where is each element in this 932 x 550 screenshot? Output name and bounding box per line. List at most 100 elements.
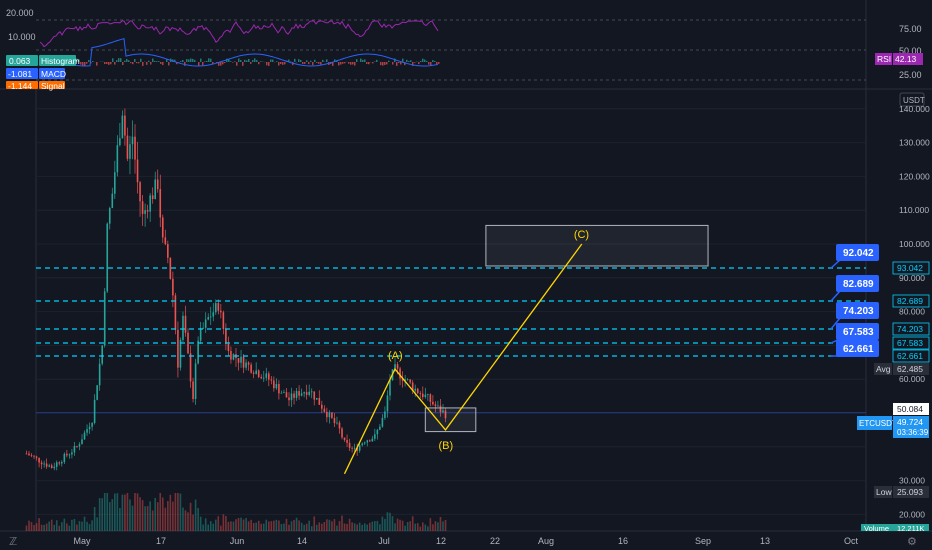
macd-histogram-bar xyxy=(408,61,410,62)
time-tick: 22 xyxy=(490,536,500,546)
level-axis-value: 74.203 xyxy=(897,324,923,334)
time-axis: May 17 Jun 14 Jul 12 22 Aug 16 Sep 13 Oct xyxy=(73,536,858,546)
volume-bar xyxy=(439,516,442,531)
volume-bar xyxy=(396,518,399,531)
volume-bar xyxy=(73,518,76,531)
candle-body xyxy=(356,447,358,451)
macd-histogram-bar xyxy=(364,59,366,62)
wave-projection[interactable]: (A) (B) (C) xyxy=(343,224,709,475)
symbol-value-badge xyxy=(893,416,929,438)
low-label-badge xyxy=(874,486,892,498)
macd-label: MACD xyxy=(41,69,66,79)
currency-button[interactable] xyxy=(899,92,925,107)
macd-histogram-bar xyxy=(280,62,282,65)
candle-body xyxy=(442,410,444,413)
macd-histogram-bar xyxy=(198,62,200,66)
volume-bar xyxy=(303,524,305,531)
price-tick: 100.000 xyxy=(899,239,930,249)
volume-bar xyxy=(61,522,63,531)
macd-histogram-bar xyxy=(116,60,118,62)
symbol-value: 49.724 xyxy=(897,417,923,427)
candle-body xyxy=(262,377,265,379)
macd-histogram-bar xyxy=(294,58,296,62)
macd-histogram-bar xyxy=(122,62,124,66)
volume-bar xyxy=(381,516,384,531)
target-box xyxy=(485,224,709,267)
level-callout-value: 82.689 xyxy=(843,279,874,290)
indicator-left-tick: 10.000 xyxy=(8,32,36,42)
macd-histogram-bar xyxy=(404,62,406,66)
macd-histogram-bar xyxy=(402,58,404,62)
volume-bar xyxy=(45,523,48,531)
candle-body xyxy=(184,315,187,333)
indicator-right-tick: 25.00 xyxy=(899,70,922,80)
macd-histogram-bar xyxy=(298,59,300,62)
volume-bar xyxy=(338,521,341,531)
macd-histogram-bar xyxy=(202,62,204,66)
volume-bar xyxy=(326,519,328,531)
volume-value: 12.211K xyxy=(897,524,924,533)
macd-histogram-bar xyxy=(352,62,354,65)
volume-bar xyxy=(40,524,43,531)
volume-bar xyxy=(146,506,149,531)
volume-bar xyxy=(437,522,439,531)
volume-bar xyxy=(273,520,275,531)
volume-bar xyxy=(356,524,358,531)
candle-body xyxy=(257,370,260,377)
candle-body xyxy=(217,303,220,311)
time-tick: 12 xyxy=(436,536,446,546)
macd-histogram-bar xyxy=(104,62,106,65)
volume-bar xyxy=(98,498,101,531)
macd-histogram-bar xyxy=(284,62,286,65)
candles xyxy=(25,108,447,471)
candle-body xyxy=(240,356,242,363)
level-callout-pointer xyxy=(830,317,841,330)
candle-body xyxy=(416,388,419,394)
macd-histogram-bar xyxy=(208,58,210,62)
macd-histogram-bar xyxy=(206,60,208,62)
macd-histogram-bar xyxy=(118,58,120,62)
candle-body xyxy=(406,379,409,381)
candle-body xyxy=(141,201,144,214)
settings-gear-icon[interactable]: ⚙ xyxy=(907,536,917,548)
candle-body xyxy=(318,397,321,405)
price-tick: 130.000 xyxy=(899,138,930,148)
volume-bar xyxy=(245,517,247,531)
candle-body xyxy=(134,136,136,160)
macd-histogram-bar xyxy=(190,58,192,62)
volume-bar xyxy=(48,521,50,531)
level-axis-value: 67.583 xyxy=(897,338,923,348)
macd-histogram-bar xyxy=(218,62,220,66)
time-tick: Jun xyxy=(230,536,245,546)
volume-bar xyxy=(353,523,356,531)
macd-histogram-bar xyxy=(410,60,412,62)
macd-histogram-bar xyxy=(148,60,150,62)
volume-bar xyxy=(197,507,199,531)
volume-bar xyxy=(164,507,167,531)
level-callout xyxy=(836,275,879,292)
macd-histogram-bar xyxy=(434,60,436,62)
candle-body xyxy=(106,223,109,292)
macd-histogram-bar xyxy=(88,59,90,62)
macd-histogram-bar xyxy=(78,59,80,62)
candle-body xyxy=(432,401,434,405)
signal-label: Signal xyxy=(41,81,65,91)
candle-body xyxy=(53,466,56,469)
macd-histogram-bar xyxy=(356,59,358,62)
candle-body xyxy=(232,354,235,360)
candle-body xyxy=(280,392,283,394)
macd-histogram-bar xyxy=(234,61,236,62)
grid-lines xyxy=(36,108,866,515)
volume-label: Volume xyxy=(864,524,889,533)
macd-histogram-bar xyxy=(426,60,428,62)
candle-body xyxy=(40,462,43,465)
candle-body xyxy=(295,391,298,398)
volume-bar xyxy=(391,516,394,531)
volume-bar xyxy=(179,493,182,531)
candle-body xyxy=(156,179,159,190)
macd-histogram-bar xyxy=(168,62,170,66)
volume-bar xyxy=(290,521,293,531)
volume-bar xyxy=(33,525,35,531)
macd-histogram-bar xyxy=(150,62,152,65)
